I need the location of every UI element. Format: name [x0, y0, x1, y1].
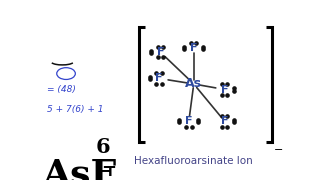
Text: As: As [185, 77, 202, 91]
Text: Hexafluoroarsinate Ion: Hexafluoroarsinate Ion [134, 156, 253, 166]
Text: −: − [101, 159, 116, 177]
Text: F: F [221, 116, 228, 126]
Text: = (48): = (48) [47, 85, 76, 94]
Text: F: F [221, 85, 228, 94]
Text: F: F [185, 116, 193, 126]
Text: −: − [274, 145, 283, 155]
Text: 6: 6 [96, 137, 110, 157]
Text: 5 + 7(6) + 1: 5 + 7(6) + 1 [47, 105, 104, 114]
Text: F: F [155, 73, 163, 83]
Text: F: F [190, 43, 197, 53]
Text: F: F [156, 47, 164, 57]
Text: AsF: AsF [43, 158, 117, 180]
